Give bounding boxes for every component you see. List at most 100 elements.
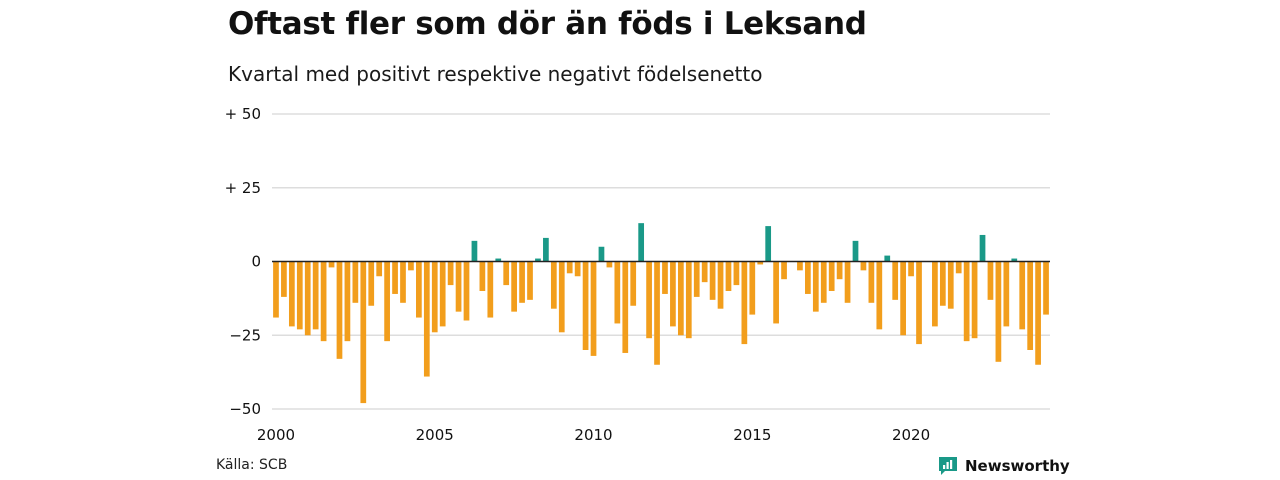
bar-negative — [487, 261, 494, 318]
x-tick-label: 2020 — [892, 426, 930, 444]
bar-negative — [304, 261, 311, 336]
bar-negative — [392, 261, 398, 294]
bar-negative — [662, 261, 668, 294]
bar-negative — [511, 261, 517, 312]
bar-negative — [670, 261, 676, 327]
bar-negative — [876, 261, 883, 330]
bar-negative — [368, 261, 375, 306]
bar-negative — [1019, 261, 1026, 330]
bar-negative — [749, 261, 756, 315]
bar-positive — [598, 246, 605, 262]
bar-negative — [479, 261, 486, 291]
x-tick-label: 2010 — [574, 426, 612, 444]
bar-negative — [963, 261, 970, 342]
y-axis-ticks: + 50 + 25 0 −25 −50 — [225, 105, 261, 418]
bar-negative — [503, 261, 510, 286]
y-tick-label: 0 — [251, 253, 261, 271]
bar-negative — [582, 261, 589, 350]
brand-logo: Newsworthy — [937, 455, 1070, 477]
bar-negative — [685, 261, 692, 339]
bar-negative — [400, 261, 406, 303]
bar-negative — [376, 261, 383, 277]
bar-negative — [781, 261, 787, 280]
bar-negative — [519, 261, 525, 303]
bar-negative — [733, 261, 740, 286]
bar-negative — [741, 261, 748, 345]
bar-negative — [1003, 261, 1010, 327]
bar-negative — [709, 261, 716, 300]
bar-negative — [344, 261, 351, 342]
y-tick-label: −25 — [229, 326, 261, 344]
bar-negative — [812, 261, 819, 312]
bar-negative — [971, 261, 978, 339]
bar-positive — [852, 240, 859, 262]
bar-negative — [336, 261, 343, 359]
x-axis-ticks: 2000 2005 2010 2015 2020 — [257, 426, 930, 444]
chart-subtitle: Kvartal med positivt respektive negativt… — [228, 62, 763, 86]
chart-title: Oftast fler som dör än föds i Leksand — [228, 6, 867, 42]
bar-negative — [352, 261, 359, 303]
bar-negative — [590, 261, 597, 356]
bar-negative — [677, 261, 684, 336]
bar-negative — [281, 261, 287, 297]
bar-negative — [614, 261, 621, 324]
bar-negative — [431, 261, 438, 333]
bar-negative — [932, 261, 938, 327]
bar-negative — [900, 261, 906, 336]
bar-negative — [654, 261, 660, 365]
bar-negative — [717, 261, 724, 309]
bar-negative — [630, 261, 637, 306]
bar-negative — [1043, 261, 1049, 315]
bar-negative — [328, 261, 335, 268]
bar-negative — [288, 261, 295, 327]
bar-negative — [773, 261, 779, 324]
bar-negative — [828, 261, 835, 291]
bar-positive — [884, 255, 891, 262]
bar-negative — [408, 261, 414, 271]
bar-negative — [955, 261, 962, 274]
bar-negative — [797, 261, 803, 271]
bar-negative — [805, 261, 811, 294]
bar-negative — [908, 261, 914, 277]
bar-negative — [860, 261, 867, 271]
bar-negative — [455, 261, 462, 312]
bars — [273, 223, 1049, 404]
x-tick-label: 2015 — [733, 426, 771, 444]
x-tick-label: 2005 — [416, 426, 454, 444]
brand-name: Newsworthy — [965, 457, 1070, 475]
bar-negative — [320, 261, 327, 342]
bar-positive — [495, 258, 502, 262]
bar-positive — [471, 240, 478, 262]
bar-negative — [312, 261, 319, 330]
bar-negative — [296, 261, 303, 330]
bar-negative — [844, 261, 851, 303]
bar-negative — [360, 261, 367, 404]
bar-negative — [757, 261, 764, 265]
bar-positive — [535, 258, 541, 262]
bar-negative — [836, 261, 843, 280]
bar-negative — [566, 261, 573, 274]
bar-positive — [979, 234, 986, 262]
y-tick-label: + 50 — [225, 105, 261, 123]
bar-negative — [447, 261, 454, 286]
bar-negative — [384, 261, 390, 342]
bar-negative — [527, 261, 533, 300]
y-tick-label: + 25 — [225, 179, 261, 197]
bar-negative — [622, 261, 629, 353]
bar-negative — [995, 261, 1002, 362]
bar-positive — [1011, 258, 1018, 262]
bar-negative — [558, 261, 565, 333]
bar-negative — [550, 261, 557, 309]
x-tick-label: 2000 — [257, 426, 295, 444]
bar-negative — [1035, 261, 1041, 365]
bar-negative — [947, 261, 954, 309]
bar-negative — [439, 261, 446, 327]
bar-negative — [1027, 261, 1034, 350]
bar-negative — [693, 261, 700, 297]
y-tick-label: −50 — [229, 400, 261, 418]
bar-negative — [820, 261, 827, 303]
bar-negative — [416, 261, 422, 318]
bar-negative — [606, 261, 613, 268]
bar-negative — [463, 261, 470, 321]
